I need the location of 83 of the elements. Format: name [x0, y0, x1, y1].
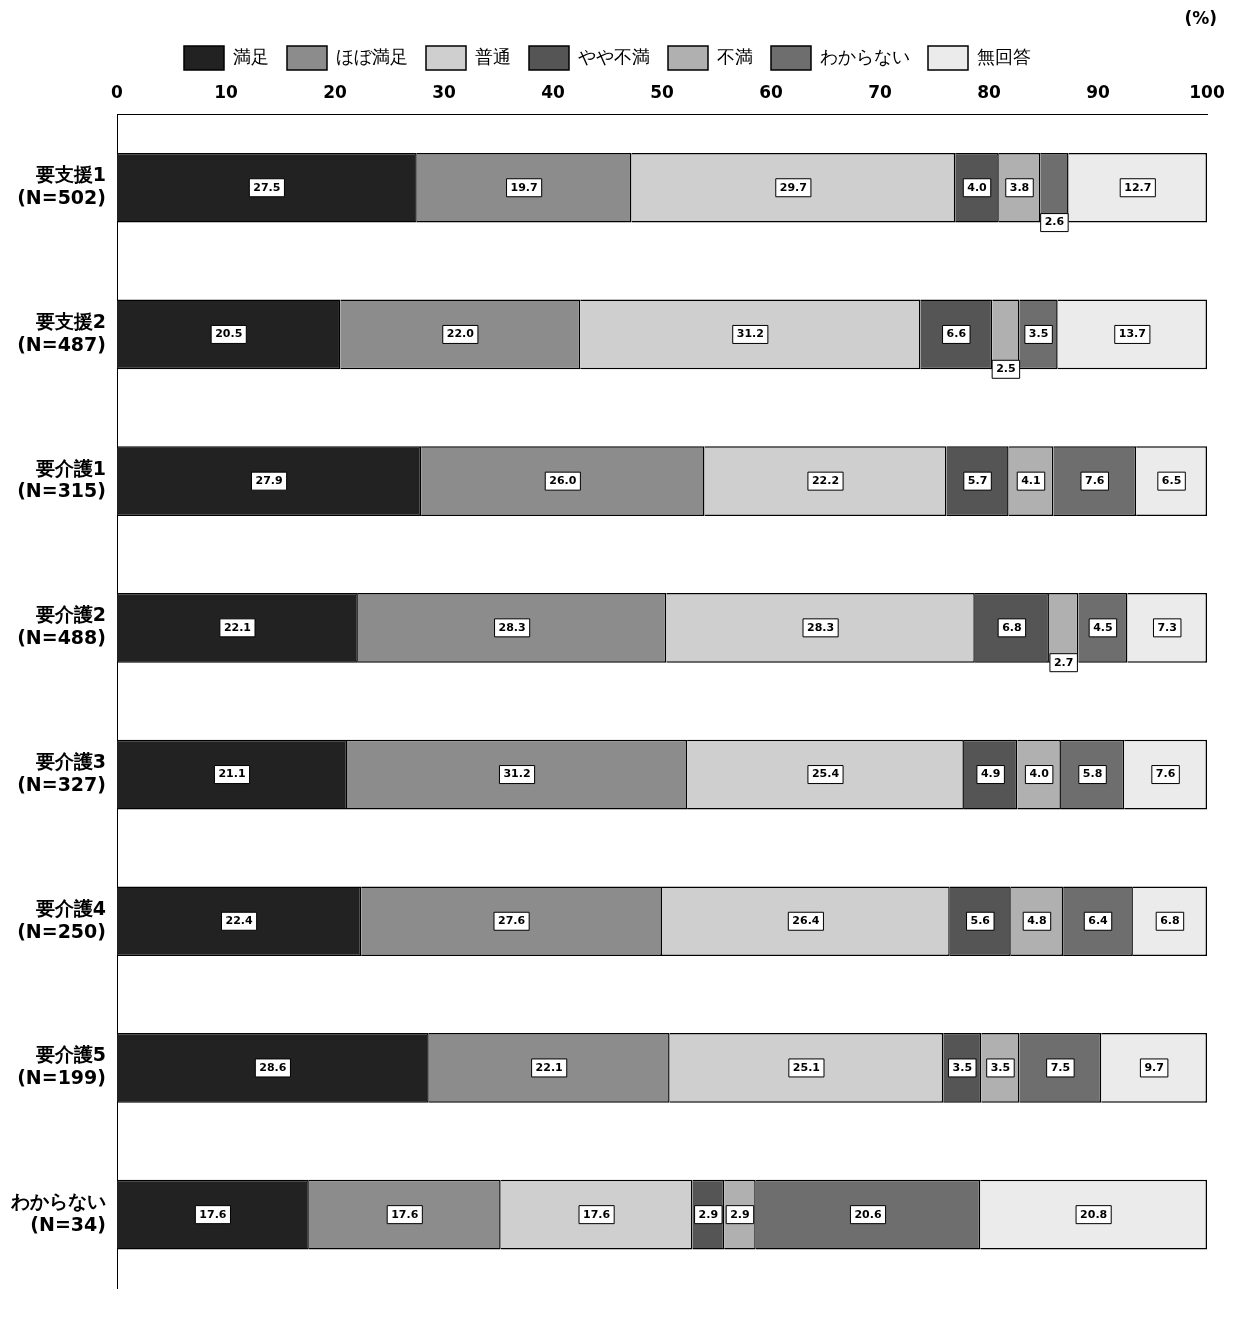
text: (%)	[1183, 8, 1218, 28]
data-label: 5.7	[967, 474, 988, 488]
data-label: 2.7	[1053, 655, 1074, 669]
data-label: 13.7	[1118, 327, 1146, 341]
y-tick-label: 要支援2 (N=487)	[17, 309, 106, 355]
data-label: 6.4	[1088, 914, 1109, 928]
x-tick-label: 10	[214, 81, 238, 102]
data-label: 26.4	[792, 914, 820, 928]
data-label: 25.1	[792, 1060, 820, 1074]
data-label: 17.6	[583, 1207, 611, 1221]
data-label: 20.6	[854, 1207, 882, 1221]
y-tick-label: 要介護4 (N=250)	[17, 896, 106, 942]
y-tick-label: 要支援1 (N=502)	[17, 163, 106, 209]
data-label: 31.2	[503, 767, 531, 781]
data-label: 6.8	[1160, 914, 1180, 928]
data-label: 6.5	[1161, 474, 1182, 488]
legend-label: 普通	[475, 45, 511, 67]
y-tick-label: 要介護5 (N=199)	[17, 1043, 106, 1089]
y-tick-label: 要介護1 (N=315)	[17, 456, 106, 502]
data-label: 26.0	[549, 474, 577, 488]
data-label: 4.8	[1027, 914, 1047, 928]
data-label: 17.6	[391, 1207, 419, 1221]
data-label: 20.8	[1080, 1207, 1108, 1221]
data-label: 2.9	[730, 1207, 750, 1221]
data-label: 3.5	[1028, 327, 1049, 341]
data-label: 27.6	[498, 914, 526, 928]
data-label: 22.1	[223, 620, 252, 634]
x-tick-label: 60	[759, 81, 783, 102]
data-label: 29.7	[779, 180, 807, 194]
data-label: 4.5	[1093, 620, 1113, 634]
data-label: 2.5	[996, 362, 1016, 376]
legend-label: 不満	[717, 45, 753, 67]
data-label: 7.3	[1157, 620, 1177, 634]
data-label: 25.4	[811, 767, 840, 781]
y-tick-label: わからない (N=34)	[10, 1190, 106, 1235]
data-label: 19.7	[510, 180, 538, 194]
x-tick-label: 0	[111, 81, 124, 102]
data-label: 28.3	[498, 620, 526, 634]
data-label: 4.0	[1029, 767, 1050, 781]
data-label: 20.5	[215, 327, 243, 341]
y-tick-label: 要介護2 (N=488)	[17, 603, 106, 649]
data-label: 31.2	[736, 327, 764, 341]
data-label: 22.1	[535, 1060, 563, 1074]
data-label: 3.8	[1009, 180, 1030, 194]
data-label: 3.5	[952, 1060, 973, 1074]
data-label: 22.2	[811, 474, 840, 488]
x-tick-label: 90	[1086, 81, 1110, 102]
data-label: 12.7	[1124, 180, 1152, 194]
data-label: 28.3	[807, 620, 835, 634]
data-label: 27.5	[253, 180, 281, 194]
data-label: 6.6	[946, 327, 967, 341]
legend-label: 無回答	[977, 45, 1031, 67]
data-label: 22.4	[225, 914, 253, 928]
data-label: 5.6	[970, 914, 991, 928]
data-label: 7.6	[1155, 767, 1176, 781]
data-label: 4.9	[980, 767, 1001, 781]
x-tick-label: 80	[977, 81, 1001, 102]
data-label: 2.6	[1044, 215, 1065, 229]
x-tick-label: 20	[323, 81, 347, 102]
data-label: 3.5	[990, 1060, 1011, 1074]
y-tick-label: 要介護3 (N=327)	[17, 750, 106, 795]
data-label: 6.8	[1002, 620, 1022, 634]
x-tick-label: 30	[432, 81, 456, 102]
data-label: 4.1	[1021, 474, 1041, 488]
legend-label: やや不満	[578, 45, 650, 67]
legend-label: ほぼ満足	[336, 45, 408, 67]
data-label: 21.1	[218, 767, 246, 781]
data-label: 9.7	[1144, 1060, 1164, 1074]
data-label: 28.6	[259, 1060, 287, 1074]
data-label: 2.9	[698, 1207, 719, 1221]
x-tick-label: 100	[1189, 81, 1225, 102]
legend-label: わからない	[820, 45, 910, 67]
data-label: 4.0	[967, 180, 988, 194]
x-tick-label: 40	[541, 81, 565, 102]
x-tick-label: 50	[650, 81, 674, 102]
data-label: 7.6	[1084, 474, 1105, 488]
data-label: 17.6	[199, 1207, 227, 1221]
data-label: 22.0	[446, 327, 475, 341]
data-label: 27.9	[255, 474, 283, 488]
data-label: 5.8	[1082, 767, 1103, 781]
x-tick-label: 70	[868, 81, 892, 102]
data-label: 7.5	[1050, 1060, 1071, 1074]
legend-label: 満足	[233, 45, 269, 67]
